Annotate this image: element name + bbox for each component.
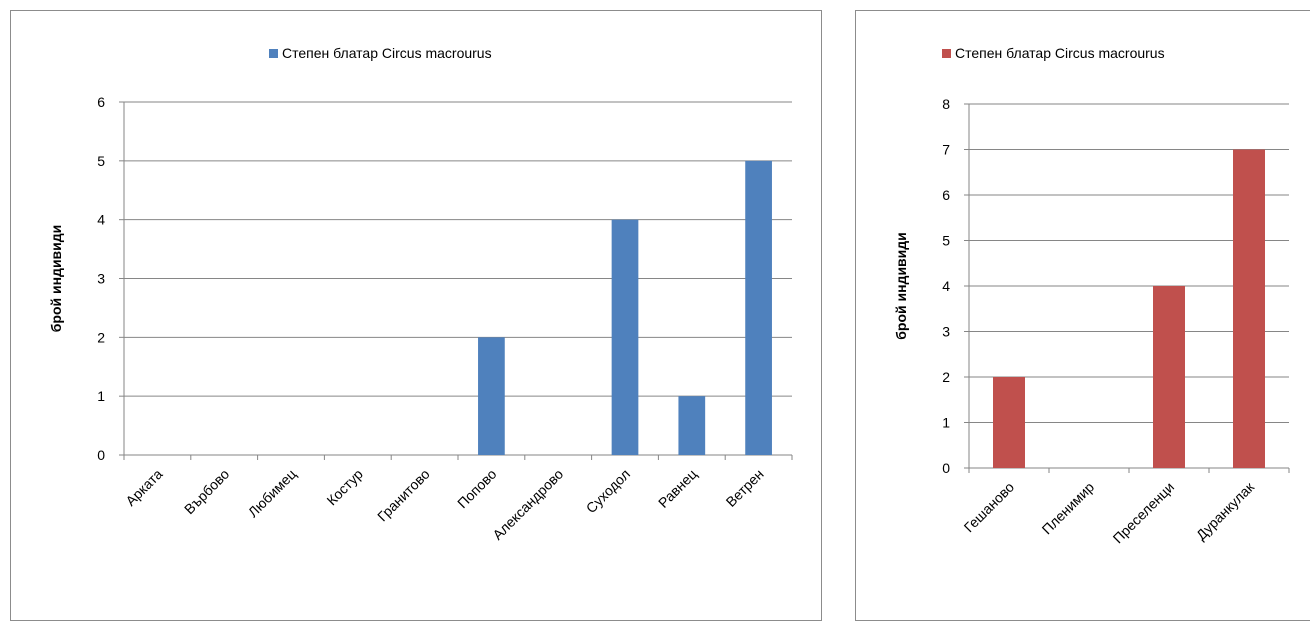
y-tick-label: 0	[97, 447, 105, 463]
y-tick-label: 5	[942, 233, 950, 249]
chart-right: Степен блатар Circus macrourus брой индив…	[893, 45, 1290, 547]
x-tick-label: Александрово	[489, 466, 566, 543]
legend-label: Степен блатар Circus macrourus	[955, 45, 1165, 61]
x-tick-label: Равнец	[655, 466, 700, 511]
x-tick-label: Гешаново	[961, 479, 1018, 536]
x-tick-label: Суходол	[583, 466, 633, 516]
x-tick-label: Гранитово	[374, 466, 433, 525]
bar	[993, 377, 1025, 468]
y-axis-label: брой индивиди	[48, 225, 64, 333]
y-tick-label: 5	[97, 153, 105, 169]
x-tick-label: Попово	[454, 466, 500, 512]
chart-left-panel: Степен блатар Circus macrourus брой индив…	[10, 10, 822, 621]
y-axis-label: брой индивиди	[893, 232, 909, 340]
x-tick-label: Арката	[122, 466, 165, 509]
y-tick-label: 6	[942, 187, 950, 203]
x-tick-label: Преселенци	[1110, 479, 1178, 547]
y-tick-label: 2	[97, 329, 105, 345]
y-tick-label: 2	[942, 369, 950, 385]
y-tick-label: 8	[942, 96, 950, 112]
y-tick-label: 1	[97, 388, 105, 404]
y-tick-label: 3	[942, 324, 950, 340]
x-tick-label: Ветрен	[723, 466, 767, 510]
y-tick-label: 4	[942, 278, 950, 294]
bar	[1233, 149, 1265, 468]
chart-right-panel: Степен блатар Circus macrourus брой индив…	[855, 10, 1310, 621]
y-tick-label: 1	[942, 415, 950, 431]
y-tick-label: 4	[97, 212, 105, 228]
bar	[678, 396, 706, 455]
bar	[478, 337, 505, 455]
legend: Степен блатар Circus macrourus	[942, 45, 1165, 61]
legend: Степен блатар Circus macrourus	[269, 45, 492, 61]
y-tick-label: 0	[942, 460, 950, 476]
legend-swatch	[942, 49, 951, 58]
x-tick-label: Любимец	[245, 466, 299, 520]
bar	[1153, 286, 1185, 468]
chart-left: Степен блатар Circus macrourus брой индив…	[48, 45, 793, 543]
legend-swatch	[269, 49, 278, 58]
x-tick-label: Костур	[323, 466, 366, 509]
y-tick-label: 6	[97, 94, 105, 110]
legend-label: Степен блатар Circus macrourus	[282, 45, 492, 61]
x-tick-label: Дуранкулак	[1193, 478, 1258, 543]
y-tick-label: 7	[942, 142, 950, 158]
y-tick-label: 3	[97, 271, 105, 287]
bar	[611, 219, 639, 455]
x-tick-label: Пленимир	[1039, 479, 1098, 538]
x-tick-label: Върбово	[181, 466, 233, 518]
bar	[745, 160, 772, 456]
